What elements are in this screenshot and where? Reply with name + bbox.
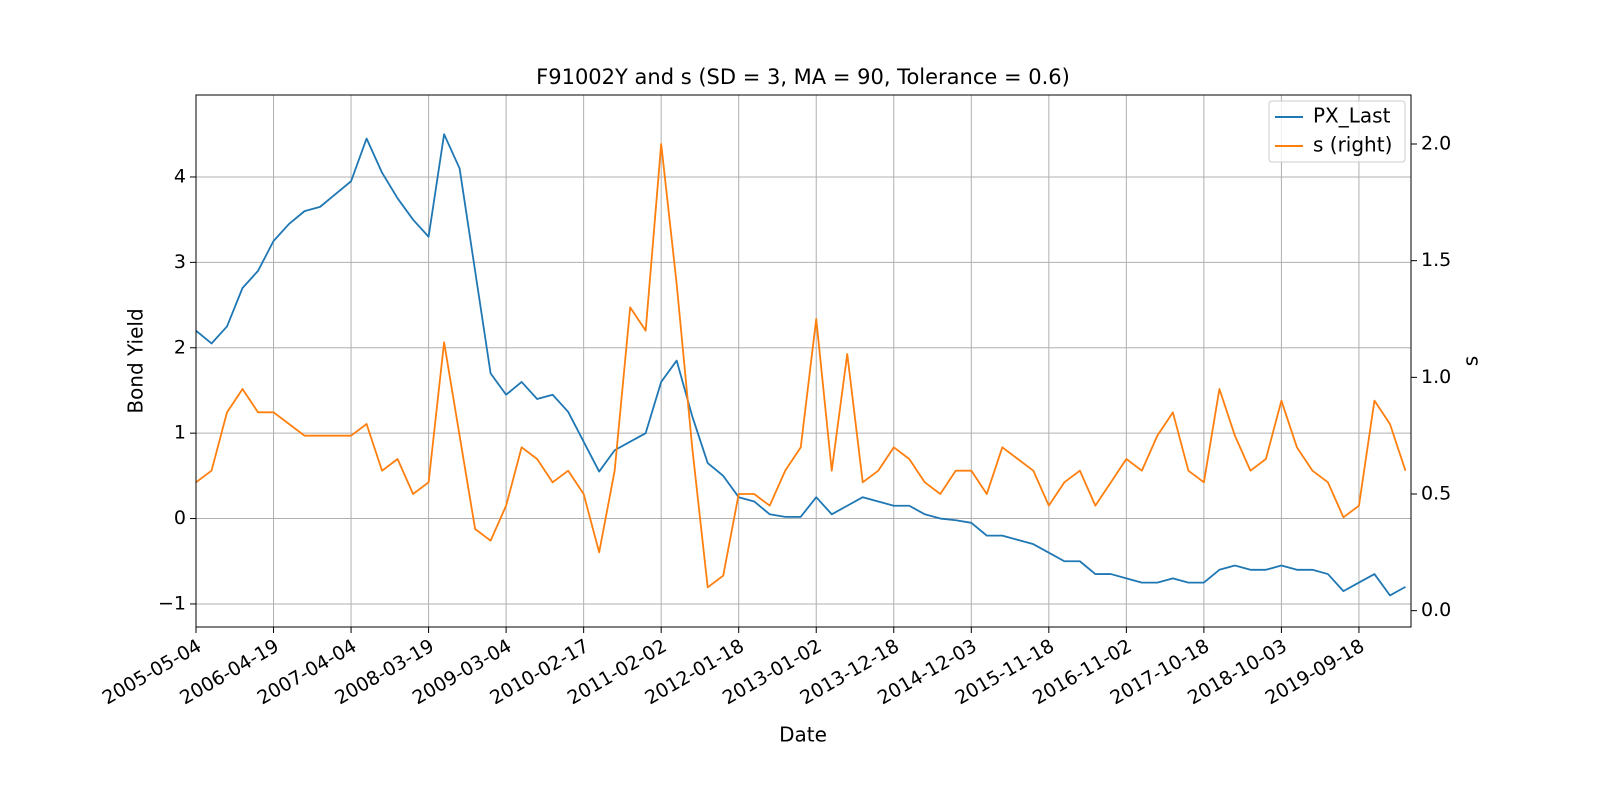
y-tick-label: 1: [174, 422, 186, 444]
y2-tick-label: 1.5: [1421, 249, 1451, 271]
legend-label: s (right): [1313, 133, 1392, 157]
y-tick-label: 2: [174, 336, 186, 358]
y2-tick-label: 2.0: [1421, 133, 1451, 155]
legend-label: PX_Last: [1313, 104, 1391, 128]
x-axis-label: Date: [779, 723, 827, 747]
series-line: [195, 133, 1406, 597]
chart-title: F91002Y and s (SD = 3, MA = 90, Toleranc…: [536, 65, 1070, 89]
y-tick-label: −1: [158, 592, 186, 614]
series-line: [195, 143, 1407, 589]
y2-tick-label: 1.0: [1421, 366, 1451, 388]
plot-frame: [195, 94, 1412, 628]
y2-tick-label: 0.5: [1421, 483, 1451, 505]
y2-tick-label: 0.0: [1421, 599, 1451, 621]
y-tick-label: 4: [174, 165, 186, 187]
y2-axis-label: s: [1459, 356, 1483, 366]
y-tick-label: 0: [174, 507, 186, 529]
y-axis-label: Bond Yield: [124, 308, 148, 413]
y-tick-label: 3: [174, 251, 186, 273]
